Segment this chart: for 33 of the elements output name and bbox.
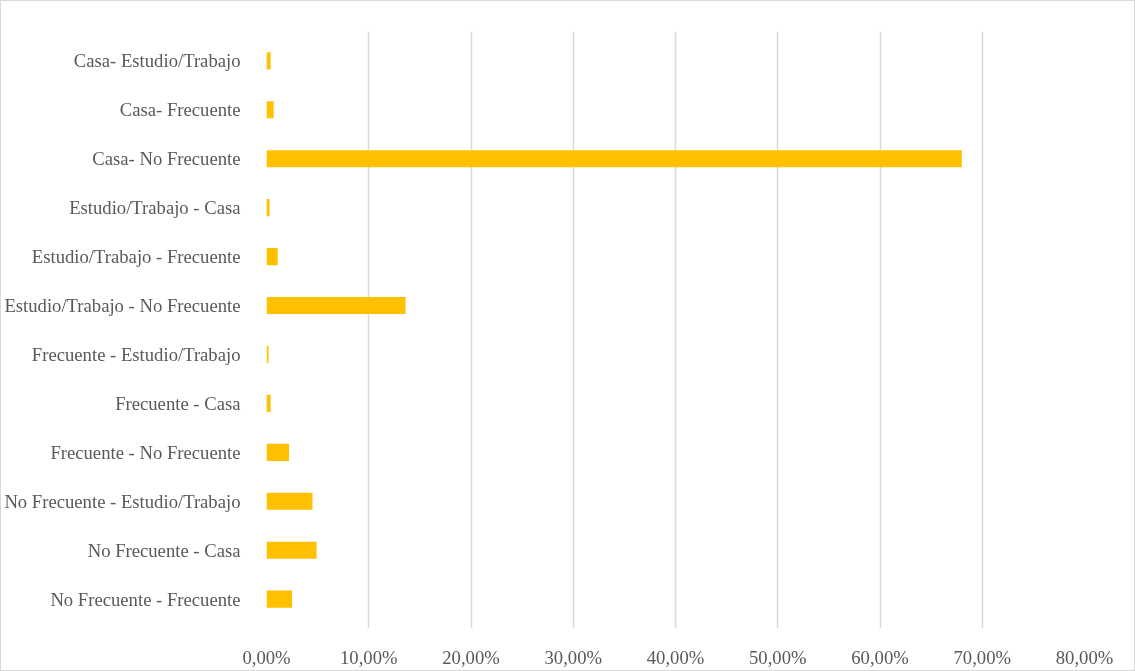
y-tick-label: Estudio/Trabajo - No Frecuente <box>4 295 241 317</box>
x-tick-label: 0,00% <box>242 646 291 668</box>
bar <box>266 150 962 168</box>
bar <box>266 101 274 119</box>
y-tick-label: Estudio/Trabajo - Casa <box>69 197 242 219</box>
y-tick-label: No Frecuente - Frecuente <box>50 588 241 610</box>
bar <box>266 52 271 70</box>
bar <box>266 345 269 364</box>
y-tick-label: No Frecuente - Estudio/Trabajo <box>4 490 241 512</box>
y-tick-label: No Frecuente - Casa <box>87 539 242 561</box>
x-tick-label: 30,00% <box>544 646 603 668</box>
bar <box>266 541 317 559</box>
y-tick-label: Casa- No Frecuente <box>92 148 241 170</box>
x-tick-label: 60,00% <box>851 646 909 668</box>
x-tick-label: 50,00% <box>748 646 807 668</box>
bar <box>266 492 313 510</box>
y-tick-label: Casa- Estudio/Trabajo <box>73 50 241 72</box>
bar <box>266 199 270 217</box>
y-tick-label: Casa- Frecuente <box>119 99 241 121</box>
x-tick-label: 40,00% <box>646 646 705 668</box>
bar <box>266 248 278 266</box>
x-tick-label: 20,00% <box>442 646 500 668</box>
y-tick-label: Estudio/Trabajo - Frecuente <box>31 246 241 268</box>
x-tick-label: 70,00% <box>953 646 1012 668</box>
x-tick-label: 80,00% <box>1055 646 1114 668</box>
x-tick-label: 10,00% <box>339 646 398 668</box>
y-tick-label: Frecuente - Estudio/Trabajo <box>31 343 241 365</box>
bar <box>266 394 271 412</box>
bar <box>266 296 406 315</box>
y-tick-label: Frecuente - Casa <box>115 392 242 414</box>
y-tick-label: Frecuente - No Frecuente <box>50 441 241 463</box>
bar <box>266 590 293 608</box>
bar <box>266 443 289 461</box>
